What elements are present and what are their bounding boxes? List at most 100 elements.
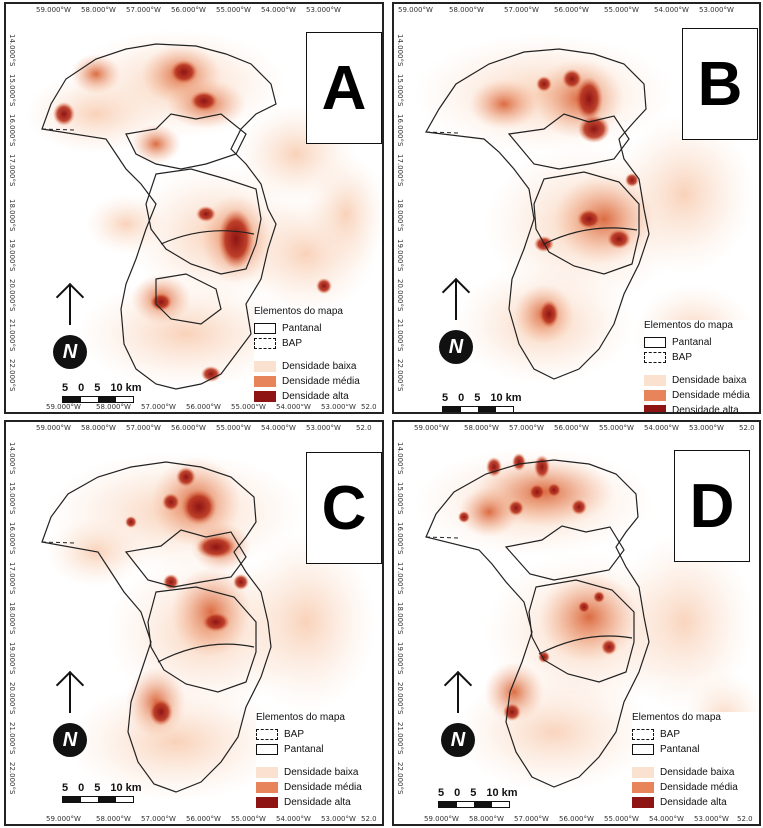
scale-label: 0 [454, 787, 461, 799]
panel-letter: A [306, 32, 382, 144]
lat-tick: 16.000°S [396, 522, 404, 555]
legend-item-low: Densidade baixa [632, 765, 758, 780]
lon-tick: 53.000°W [306, 6, 341, 14]
scale-label: 10 km [110, 382, 142, 394]
legend-title: Elementos do mapa [644, 320, 733, 331]
lon-tick: 54.000°W [654, 6, 689, 14]
legend-item-pantanal: Pantanal [632, 742, 758, 757]
lat-tick: 22.000°S [8, 359, 16, 392]
scale-label: 10 km [110, 782, 142, 794]
lon-tick: 54.000°W [261, 6, 296, 14]
north-arrow: N [434, 667, 482, 762]
north-badge: N [53, 723, 87, 757]
lon-tick: 57.000°W [509, 424, 544, 432]
lon-tick: 59.000°W [46, 403, 81, 411]
lon-tick: 58.000°W [469, 815, 504, 823]
lon-tick: 56.000°W [559, 815, 594, 823]
legend-item-pantanal: Pantanal [254, 321, 382, 336]
lat-tick: 21.000°S [396, 319, 404, 352]
legend-item-bap: BAP [256, 727, 382, 742]
scale-label: 0 [78, 382, 85, 394]
lat-tick: 14.000°S [396, 442, 404, 475]
lon-tick: 57.000°W [514, 815, 549, 823]
lat-tick: 14.000°S [8, 34, 16, 67]
scale-label: 5 [442, 392, 449, 404]
legend-item-mid: Densidade média [256, 780, 382, 795]
map-legend: Elementos do mapa Pantanal BAP Densidade… [644, 320, 759, 412]
lon-tick: 56.000°W [171, 6, 206, 14]
lon-tick: 55.000°W [604, 6, 639, 14]
density-map-c [41, 452, 376, 802]
lon-tick: 53.000°W [694, 815, 729, 823]
panel-letter: B [682, 28, 758, 140]
lon-tick: 54.000°W [276, 815, 311, 823]
legend-item-low: Densidade baixa [644, 373, 759, 388]
lat-tick: 22.000°S [396, 359, 404, 392]
lat-tick: 16.000°S [8, 114, 16, 147]
bap-dashed-line [425, 131, 460, 134]
lat-tick: 21.000°S [8, 722, 16, 755]
lon-tick: 59.000°W [424, 815, 459, 823]
legend-title: Elementos do mapa [254, 306, 343, 317]
lon-tick: 59.000°W [398, 6, 433, 14]
lon-tick: 57.000°W [141, 403, 176, 411]
lon-tick: 52.0 [361, 403, 377, 411]
scale-bar: 5 0 5 10 km [442, 392, 522, 412]
lon-tick: 56.000°W [554, 424, 589, 432]
lon-tick: 59.000°W [36, 6, 71, 14]
lat-tick: 20.000°S [396, 682, 404, 715]
map-legend: Elementos do mapa Pantanal BAP Densidade… [254, 306, 382, 404]
lat-tick: 19.000°S [8, 239, 16, 272]
legend-item-mid: Densidade média [644, 388, 759, 403]
lon-tick: 53.000°W [689, 424, 724, 432]
lat-tick: 18.000°S [396, 602, 404, 635]
lon-tick: 53.000°W [321, 403, 356, 411]
legend-item-high: Densidade alta [256, 795, 382, 810]
density-high-layer [125, 467, 249, 726]
density-high-layer [458, 453, 617, 721]
lat-tick: 22.000°S [396, 762, 404, 795]
north-arrow: N [432, 274, 480, 369]
lon-tick: 58.000°W [81, 424, 116, 432]
legend-item-mid: Densidade média [632, 780, 758, 795]
density-low-layer [26, 29, 382, 389]
map-panel-a: 59.000°W 58.000°W 57.000°W 56.000°W 55.0… [4, 2, 384, 414]
legend-item-low: Densidade baixa [256, 765, 382, 780]
lon-tick: 55.000°W [216, 424, 251, 432]
map-legend: Elementos do mapa BAP Pantanal Densidade… [256, 712, 382, 810]
lon-tick: 58.000°W [449, 6, 484, 14]
map-panel-d: 59.000°W 58.000°W 57.000°W 56.000°W 55.0… [392, 420, 761, 826]
lon-tick: 55.000°W [599, 424, 634, 432]
lon-tick: 59.000°W [414, 424, 449, 432]
legend-item-pantanal: Pantanal [644, 335, 759, 350]
pantanal-boundary [124, 529, 257, 693]
scale-bar: 5 0 5 10 km [62, 382, 142, 403]
legend-item-mid: Densidade média [254, 374, 382, 389]
lat-tick: 15.000°S [396, 74, 404, 107]
bap-boundary [41, 461, 272, 793]
scale-label: 10 km [486, 787, 518, 799]
lat-tick: 20.000°S [8, 682, 16, 715]
legend-item-high: Densidade alta [632, 795, 758, 810]
density-map-a [26, 29, 382, 390]
scale-label: 0 [458, 392, 465, 404]
lon-tick: 52.0 [361, 815, 377, 823]
legend-item-high: Densidade alta [644, 403, 759, 412]
bap-boundary [425, 459, 650, 788]
panel-letter: C [306, 452, 382, 564]
scale-label: 5 [94, 782, 101, 794]
north-arrow: N [46, 667, 94, 762]
lat-tick: 18.000°S [396, 199, 404, 232]
lat-tick: 15.000°S [8, 74, 16, 107]
lon-tick: 55.000°W [216, 6, 251, 14]
legend-title: Elementos do mapa [256, 712, 345, 723]
pantanal-boundary [125, 113, 262, 325]
lon-tick: 54.000°W [261, 424, 296, 432]
lon-tick: 55.000°W [231, 815, 266, 823]
scale-label: 5 [474, 392, 481, 404]
lat-tick: 16.000°S [396, 114, 404, 147]
scale-label: 0 [78, 782, 85, 794]
lon-tick: 59.000°W [36, 424, 71, 432]
scale-label: 5 [94, 382, 101, 394]
lat-tick: 21.000°S [396, 722, 404, 755]
